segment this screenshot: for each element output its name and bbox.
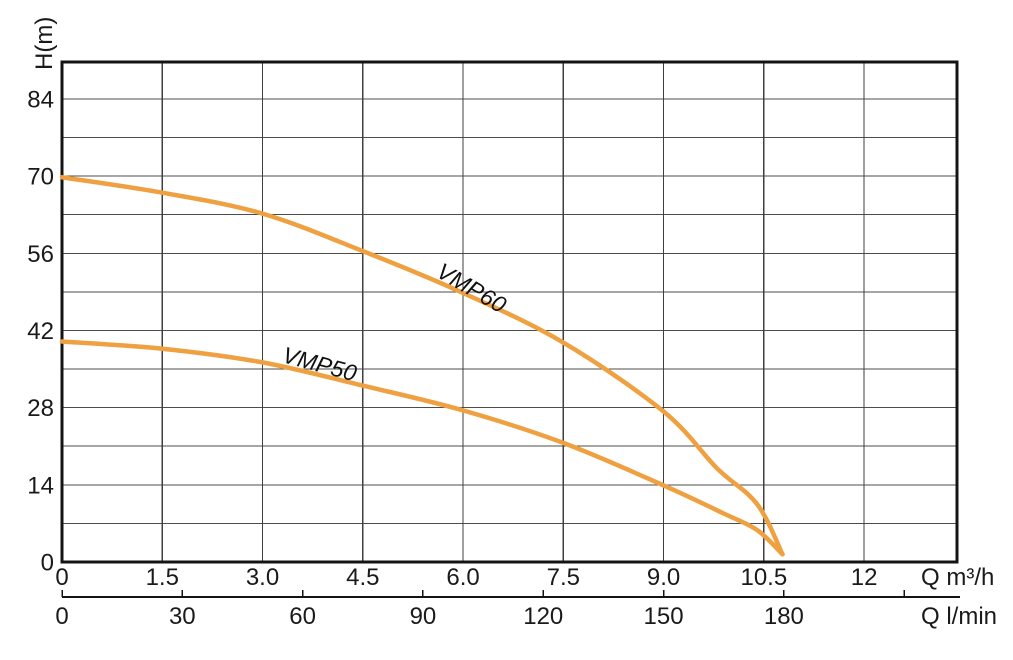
y-tick-label: 84 bbox=[27, 86, 54, 113]
y-tick-label: 56 bbox=[27, 241, 54, 268]
lmin-tick-label: 90 bbox=[410, 603, 437, 630]
y-tick-label: 28 bbox=[27, 395, 54, 422]
curve-label-vmp50: VMP50 bbox=[280, 342, 360, 387]
plot-border bbox=[60, 60, 959, 564]
x-tick-label: 10.5 bbox=[740, 564, 787, 591]
lmin-tick-label: 150 bbox=[644, 603, 684, 630]
x-tick-label: 0 bbox=[55, 564, 68, 591]
y-tick-label: 70 bbox=[27, 164, 54, 191]
x-axis-unit-m3h: Q m³/h bbox=[921, 564, 994, 591]
y-axis-title: H(m) bbox=[31, 17, 58, 70]
curve-vmp60 bbox=[59, 174, 785, 557]
x-tick-label: 12 bbox=[851, 564, 878, 591]
y-tick-label: 0 bbox=[41, 550, 54, 577]
lmin-tick-label: 60 bbox=[289, 603, 316, 630]
x-tick-label: 4.5 bbox=[346, 564, 379, 591]
lmin-tick-label: 30 bbox=[169, 603, 196, 630]
x-tick-label: 3.0 bbox=[246, 564, 279, 591]
x-tick-label: 6.0 bbox=[446, 564, 479, 591]
y-tick-label: 42 bbox=[27, 318, 54, 345]
lmin-tick-label: 120 bbox=[523, 603, 563, 630]
x-tick-label: 7.5 bbox=[547, 564, 580, 591]
curve-vmp50 bbox=[59, 339, 785, 557]
curve-label-vmp60: VMP60 bbox=[433, 258, 511, 318]
lmin-tick-label: 0 bbox=[55, 603, 68, 630]
lmin-tick-label: 180 bbox=[764, 603, 804, 630]
x-axis-unit-lmin: Q l/min bbox=[921, 603, 997, 630]
x-tick-label: 9.0 bbox=[647, 564, 680, 591]
y-tick-label: 14 bbox=[27, 472, 54, 499]
x-tick-label: 1.5 bbox=[146, 564, 179, 591]
